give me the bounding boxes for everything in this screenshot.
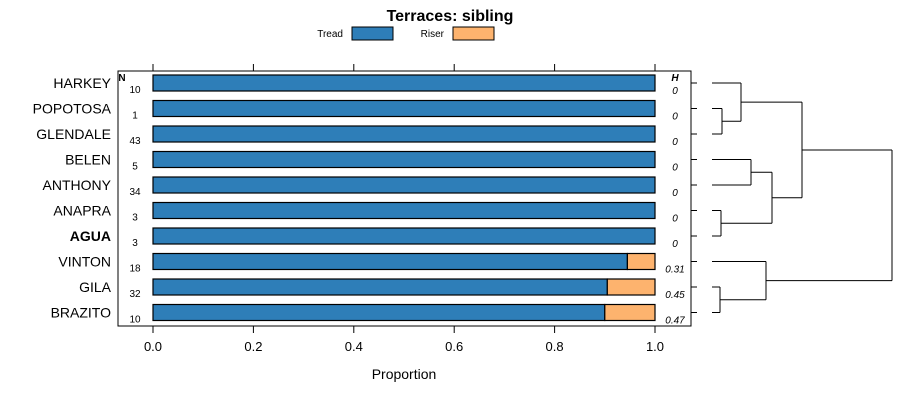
h-value-agua: 0 [672, 239, 678, 250]
bar-riser-gila [606, 278, 656, 296]
category-label-vinton: VINTON [58, 254, 111, 270]
bar-tread-belen [152, 150, 656, 169]
bar-tread-vinton [152, 252, 628, 271]
bar-riser-vinton [626, 252, 656, 271]
category-label-glendale: GLENDALE [36, 126, 111, 142]
category-label-harkey: HARKEY [53, 75, 111, 91]
n-value-vinton: 18 [129, 264, 141, 275]
x-tick-label-0-8: 0.8 [546, 339, 564, 354]
x-axis: 0.0 0.2 0.4 0.6 0.8 1.0 [144, 64, 697, 354]
h-value-gila: 0.45 [665, 290, 685, 301]
n-column-header: N [118, 73, 125, 84]
bar-tread-popotosa [152, 99, 656, 118]
n-value-anthony: 34 [129, 187, 141, 198]
bar-tread-brazito [152, 303, 606, 322]
h-value-harkey: 0 [672, 86, 678, 97]
n-value-belen: 5 [132, 162, 138, 173]
legend: Tread Riser [317, 26, 495, 41]
x-tick-label-0-2: 0.2 [244, 339, 262, 354]
n-value-harkey: 10 [129, 85, 141, 96]
x-tick-label-0-6: 0.6 [445, 339, 463, 354]
n-value-brazito: 10 [129, 315, 141, 326]
n-value-agua: 3 [132, 238, 138, 249]
bar-tread-gila [152, 278, 608, 296]
h-value-anapra: 0 [672, 214, 678, 225]
h-value-glendale: 0 [672, 137, 678, 148]
bar-tread-anthony [152, 176, 656, 194]
category-label-gila: GILA [79, 279, 112, 295]
x-tick-label-1-0: 1.0 [646, 339, 664, 354]
category-label-brazito: BRAZITO [51, 305, 112, 321]
legend-label-riser: Riser [421, 29, 445, 40]
h-value-anthony: 0 [672, 188, 678, 199]
legend-swatch-riser [452, 26, 495, 41]
n-value-popotosa: 1 [132, 111, 138, 122]
x-axis-label: Proportion [372, 366, 437, 382]
n-value-anapra: 3 [132, 213, 138, 224]
n-value-gila: 32 [129, 289, 141, 300]
bar-tread-agua [152, 227, 656, 245]
chart-title: Terraces: sibling [387, 8, 514, 25]
category-label-popotosa: POPOTOSA [33, 101, 112, 117]
category-label-agua: AGUA [70, 228, 111, 244]
bar-riser-brazito [604, 303, 656, 322]
n-value-glendale: 43 [129, 136, 141, 147]
h-value-vinton: 0.31 [665, 265, 684, 276]
category-label-belen: BELEN [65, 152, 111, 168]
legend-label-tread: Tread [317, 29, 343, 40]
h-value-popotosa: 0 [672, 112, 678, 123]
legend-swatch-tread [351, 26, 394, 41]
h-column-header: H [671, 73, 679, 84]
category-label-anapra: ANAPRA [53, 203, 111, 219]
bar-tread-harkey [152, 74, 656, 92]
bar-tread-glendale [152, 125, 656, 143]
category-label-anthony: ANTHONY [43, 177, 112, 193]
h-value-brazito: 0.47 [665, 316, 685, 327]
x-tick-label-0-0: 0.0 [144, 339, 162, 354]
plot-panel [117, 70, 692, 327]
dendrogram [712, 82, 893, 313]
h-value-belen: 0 [672, 163, 678, 174]
bar-tread-anapra [152, 201, 656, 220]
x-tick-label-0-4: 0.4 [345, 339, 363, 354]
